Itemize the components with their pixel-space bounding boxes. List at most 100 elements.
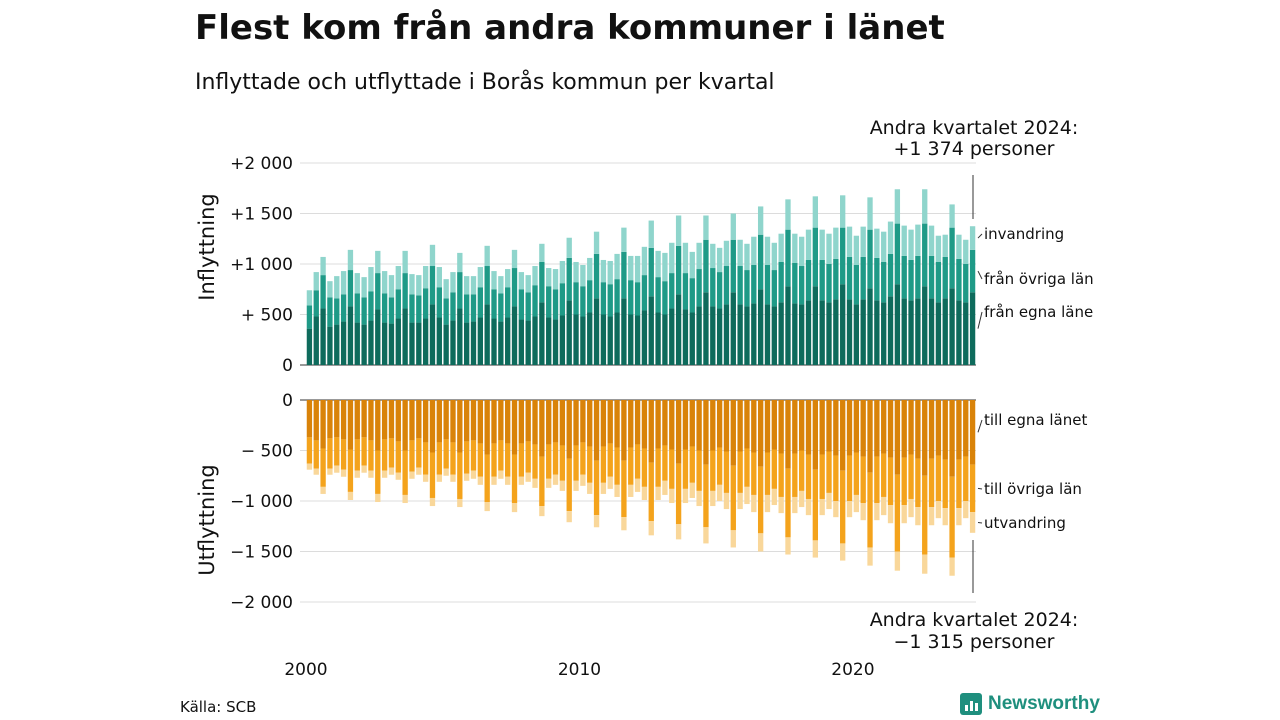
outflow-bar-segment [580,400,586,443]
inflow-bar-segment [737,304,743,365]
inflow-bar-segment [361,297,367,325]
outflow-bar-segment [607,443,613,477]
outflow-bar-segment [484,454,490,503]
inflow-bar-segment [354,273,360,294]
inflow-bar-segment [416,275,422,296]
inflow-bar-segment [703,215,709,240]
outflow-bar-segment [928,400,935,459]
inflow-legend-leader [977,311,983,329]
inflow-bar-segment [846,226,853,257]
outflow-bar-segment [505,476,511,485]
outflow-bar-segment [675,400,682,464]
outflow-bar-segment [327,438,333,469]
outflow-bar-segment [395,441,401,473]
outflow-bar-segment [491,400,497,444]
outflow-bar-segment [901,457,907,506]
outflow-bar-segment [491,476,497,485]
outflow-bar-segment [327,400,333,439]
outflow-bar-segment [409,471,415,479]
outflow-bar-segment [922,400,928,476]
outflow-bar-segment [956,508,962,526]
outflow-bar-segment [887,457,894,506]
inflow-bar-segment [751,236,757,266]
outflow-bar-segment [552,400,559,443]
inflow-bar-segment [908,300,914,365]
inflow-bar-segment [703,292,709,365]
source-note: Källa: SCB [180,698,257,716]
outflow-bar-segment [785,400,791,469]
inflow-bar-segment [450,292,456,321]
outflow-bar-segment [901,505,907,524]
outflow-bar-segment [703,400,709,465]
inflow-bar-segment [546,286,552,318]
inflow-bar-segment [696,242,702,270]
inflow-bar-segment [313,272,319,291]
outflow-legend-leader [977,521,983,524]
inflow-bar-segment [874,257,880,301]
outflow-bar-segment [648,400,654,463]
outflow-bar-segment [799,400,805,451]
outflow-annotation-line2: −1 315 personer [894,631,1055,653]
outflow-bar-segment [662,445,668,481]
inflow-bar-segment [669,242,675,274]
inflow-bar-segment [347,249,354,271]
outflow-bar-segment [593,460,600,516]
outflow-bar-segment [963,501,969,519]
outflow-bar-segment [587,400,593,447]
inflow-bar-segment [450,320,456,365]
outflow-bar-segment [340,400,347,440]
outflow-bar-segment [703,527,709,544]
outflow-legend-leader [977,487,983,490]
inflow-bar-segment [375,309,381,365]
outflow-bar-segment [819,454,825,499]
outflow-bar-segment [368,400,374,441]
outflow-legend-leader [977,419,983,433]
outflow-bar-segment [368,470,374,478]
outflow-bar-segment [566,511,572,523]
inflow-bar-segment [388,297,395,324]
outflow-bar-segment [915,400,921,459]
inflow-bar-segment [381,293,388,323]
outflow-bar-segment [826,400,832,452]
outflow-bar-segment [600,400,607,447]
inflow-bar-segment [771,242,777,271]
inflow-bar-segment [744,243,750,271]
inflow-bar-segment [600,282,607,315]
outflow-bar-segment [778,496,784,514]
inflow-bar-segment [340,271,347,295]
outflow-bar-segment [887,505,894,524]
inflow-bar-segment [402,273,408,309]
inflow-bar-segment [477,267,483,288]
inflow-bar-segment [498,276,504,294]
outflow-bar-segment [593,515,600,528]
outflow-axis-title: Utflyttning [195,464,219,576]
outflow-bar-segment [710,400,716,451]
inflow-bar-segment [846,256,853,300]
outflow-bar-segment [648,462,654,522]
inflow-bar-segment [566,257,572,301]
outflow-bar-segment [963,400,969,457]
inflow-bar-segment [655,250,661,278]
outflow-bar-segment [805,400,812,455]
outflow-bar-segment [757,400,764,467]
inflow-bar-segment [812,286,818,365]
inflow-bar-segment [730,292,736,365]
inflow-bar-segment [963,302,969,365]
outflow-bar-segment [381,400,388,440]
inflow-bar-segment [812,227,818,287]
inflow-bar-segment [511,306,518,365]
outflow-bar-segment [874,503,880,521]
inflow-bar-segment [764,265,771,305]
inflow-bar-segment [956,258,962,301]
outflow-bar-segment [771,449,777,489]
inflow-bar-segment [313,290,319,317]
inflow-bar-segment [716,308,723,365]
outflow-bar-segment [559,400,566,446]
outflow-bar-segment [395,472,401,480]
outflow-legend: till egna länet till övriga län utvandring [977,411,1087,532]
inflow-bar-segment [422,266,429,289]
outflow-bar-segment [416,400,422,439]
inflow-bar-segment [778,302,784,365]
inflow-bar-segment [457,252,463,273]
outflow-bar-segment [928,507,935,526]
